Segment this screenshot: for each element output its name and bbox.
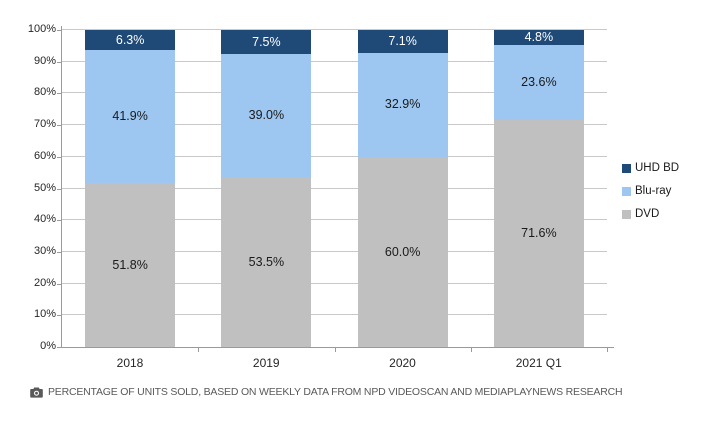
x-tick-mark [334,348,336,352]
y-tick-label: 20% [33,276,56,289]
y-tick-label: 70% [33,118,56,131]
legend-item-DVD: DVD [622,208,679,220]
y-tick-label: 0% [40,340,56,352]
data-label: 60.0% [384,244,421,259]
x-tick-label: 2020 [389,356,416,370]
legend: UHD BD Blu-ray DVD [622,162,679,220]
data-label: 53.5% [248,254,285,269]
bar-segment-Blu-ray: 32.9% [357,52,448,157]
legend-label: DVD [635,208,660,220]
y-tick-mark [57,251,62,253]
gridline [62,187,607,189]
x-tick-label: 2021 Q1 [515,356,562,370]
gridline [62,314,607,316]
y-tick-label: 80% [33,86,56,99]
data-label: 7.5% [252,34,281,49]
gridline [62,155,607,157]
gridline [62,29,607,30]
y-tick-mark [57,315,62,317]
y-tick-mark [57,220,62,222]
x-tick-label: 2018 [116,356,144,370]
y-tick-mark [57,347,62,348]
y-tick-label: 40% [33,213,56,226]
gridline [62,124,607,126]
gridline [62,60,607,62]
y-tick-label: 50% [33,181,56,194]
y-tick-label: 30% [33,244,56,257]
y-tick-label: 60% [33,149,56,162]
bar-segment-UHD BD: 7.5% [221,30,312,54]
gridline [62,250,607,252]
bar-segment-Blu-ray: 41.9% [85,49,176,183]
legend-swatch [622,209,631,219]
bar-segment-Blu-ray: 23.6% [493,45,584,121]
legend-item-Blu-ray: Blu-ray [622,185,679,197]
plot-area: 51.8% 41.9% 6.3% 53.5% 39.0% 7.5% 60.0% 32.9% 7.… [62,29,607,347]
bar-2020: 60.0% 32.9% 7.1% [357,30,448,347]
y-tick-mark [57,125,62,127]
bar-segment-UHD BD: 7.1% [357,30,448,53]
data-label: 41.9% [112,109,148,124]
bar-segment-DVD: 60.0% [357,156,448,347]
camera-icon [30,387,43,398]
bar-segment-Blu-ray: 39.0% [221,53,312,178]
y-tick-mark [57,283,62,285]
y-axis-labels: 0% 10% 20% 30% 40% 50% 60% 70% 80% 90% 100% [14,24,56,352]
y-tick-mark [57,188,62,190]
y-axis-line [61,26,62,348]
y-tick-mark [57,30,62,31]
bar-segment-DVD: 53.5% [221,177,312,347]
data-label: 6.3% [115,32,145,47]
y-tick-mark [57,93,62,95]
legend-label: Blu-ray [635,185,672,197]
bar-segment-DVD: 51.8% [85,182,176,347]
data-label: 4.8% [524,30,554,45]
bar-2021 Q1: 71.6% 23.6% 4.8% [493,30,584,347]
bar-segment-UHD BD: 6.3% [85,30,176,50]
legend-swatch [622,186,631,196]
bar-2018: 51.8% 41.9% 6.3% [85,30,176,347]
source-caption-text: PERCENTAGE OF UNITS SOLD, BASED ON WEEKL… [48,386,623,398]
bar-segment-UHD BD: 4.8% [493,30,584,46]
legend-item-UHD BD: UHD BD [622,162,679,174]
x-tick-mark [607,348,608,352]
data-label: 7.1% [388,34,417,49]
source-caption: PERCENTAGE OF UNITS SOLD, BASED ON WEEKL… [30,386,623,398]
x-tick-mark [198,348,200,352]
data-label: 51.8% [112,257,148,272]
legend-label: UHD BD [635,162,680,174]
legend-swatch [622,163,631,173]
y-tick-mark [57,156,62,158]
bar-2019: 53.5% 39.0% 7.5% [221,30,312,347]
gridline [62,219,607,221]
gridline [62,282,607,284]
data-label: 23.6% [521,75,557,90]
y-tick-label: 100% [27,23,56,35]
x-tick-mark [470,348,472,352]
bar-segment-DVD: 71.6% [493,120,584,347]
data-label: 71.6% [521,226,557,241]
y-tick-mark [57,61,62,63]
y-tick-label: 90% [33,54,56,67]
x-tick-label: 2019 [252,356,280,370]
data-label: 32.9% [384,97,421,112]
y-tick-label: 10% [33,308,56,321]
x-axis-line [57,347,614,348]
gridline [62,92,607,94]
data-label: 39.0% [248,108,285,123]
